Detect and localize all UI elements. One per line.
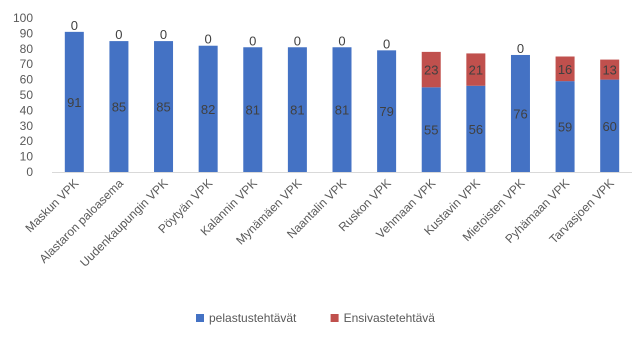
data-label: 0	[294, 33, 301, 48]
bar-pelastustehtavat	[600, 79, 620, 172]
y-tick-label: 30	[20, 119, 34, 133]
data-label: 81	[335, 103, 349, 118]
bar-pelastustehtavat	[109, 41, 129, 172]
data-label: 0	[383, 36, 390, 51]
data-label: 0	[115, 27, 122, 42]
bar-ensivastetehtava	[555, 56, 575, 82]
bar-pelastustehtavat	[198, 45, 218, 172]
bar-pelastustehtavat	[510, 54, 530, 172]
data-label: 81	[246, 103, 260, 118]
y-tick-label: 100	[13, 11, 33, 25]
data-label: 60	[602, 119, 616, 134]
category-label: Alastaron paloasema	[36, 176, 126, 266]
legend-swatch	[330, 314, 339, 322]
bar-ensivastetehtava	[466, 53, 486, 86]
bar-ensivastetehtava	[600, 59, 620, 80]
data-label: 85	[112, 100, 126, 115]
data-label: 76	[513, 106, 527, 121]
data-label: 0	[338, 33, 345, 48]
y-tick-label: 10	[20, 150, 34, 164]
data-label: 59	[558, 120, 572, 135]
data-label: 56	[469, 122, 483, 137]
data-label: 0	[249, 33, 256, 48]
bar-pelastustehtavat	[377, 50, 397, 173]
bar-pelastustehtavat	[287, 47, 307, 173]
data-label: 16	[558, 62, 572, 77]
data-label: 81	[290, 103, 304, 118]
y-tick-label: 40	[20, 103, 34, 117]
bar-pelastustehtavat	[64, 31, 84, 172]
y-tick-label: 0	[26, 165, 33, 179]
bar-pelastustehtavat	[466, 85, 486, 172]
y-tick-label: 50	[20, 88, 34, 102]
y-tick-label: 90	[20, 26, 34, 40]
legend-label: pelastustehtävät	[209, 311, 297, 325]
bars	[64, 31, 620, 173]
legend-swatch	[196, 314, 204, 322]
data-label: 85	[156, 100, 170, 115]
bar-ensivastetehtava	[421, 51, 441, 88]
category-label: Uudenkaupungin VPK	[77, 176, 170, 269]
data-label: 23	[424, 63, 438, 78]
bar-pelastustehtavat	[421, 87, 441, 172]
data-label: 21	[469, 63, 483, 78]
data-label: 0	[160, 27, 167, 42]
legend: pelastustehtävät Ensivastetehtävä	[196, 311, 435, 325]
y-tick-label: 80	[20, 42, 34, 56]
bar-pelastustehtavat	[332, 47, 352, 173]
legend-label: Ensivastetehtävä	[344, 311, 436, 325]
data-label: 0	[71, 18, 78, 33]
y-tick-label: 20	[20, 134, 34, 148]
data-label: 0	[205, 32, 212, 47]
data-label: 0	[517, 41, 524, 56]
bar-pelastustehtavat	[555, 81, 575, 172]
y-tick-label: 70	[20, 57, 34, 71]
data-label: 55	[424, 123, 438, 138]
data-label: 13	[602, 63, 616, 78]
data-label: 91	[67, 95, 81, 110]
data-labels: 91 0 85 0 85 0 82 0 81 0 81 0 81 0 79 0 55 23 56 21 76 0 59 16 6…	[67, 18, 617, 138]
y-tick-label: 60	[20, 73, 34, 87]
bar-pelastustehtavat	[243, 47, 263, 173]
bar-pelastustehtavat	[154, 41, 174, 172]
data-label: 82	[201, 102, 215, 117]
data-label: 79	[379, 104, 393, 119]
